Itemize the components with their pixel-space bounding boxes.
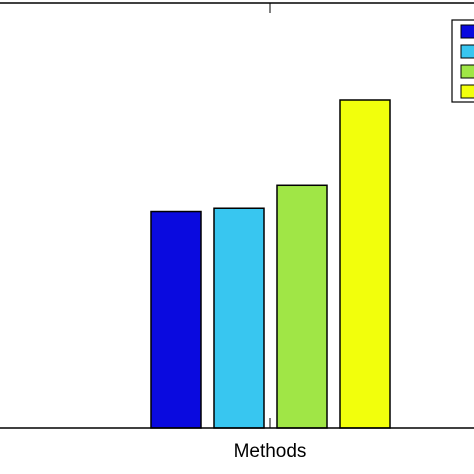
legend-swatch-2	[460, 44, 474, 59]
bar-4	[339, 99, 391, 429]
bar-2	[213, 207, 265, 429]
legend	[451, 19, 474, 103]
bar-3	[276, 184, 328, 429]
x-axis-label: Methods	[234, 441, 307, 462]
legend-swatch-4	[460, 84, 474, 99]
bars-group	[150, 99, 391, 429]
legend-swatch-3	[460, 64, 474, 79]
legend-box	[451, 19, 474, 103]
legend-swatch-1	[460, 24, 474, 39]
bar-1	[150, 210, 202, 429]
